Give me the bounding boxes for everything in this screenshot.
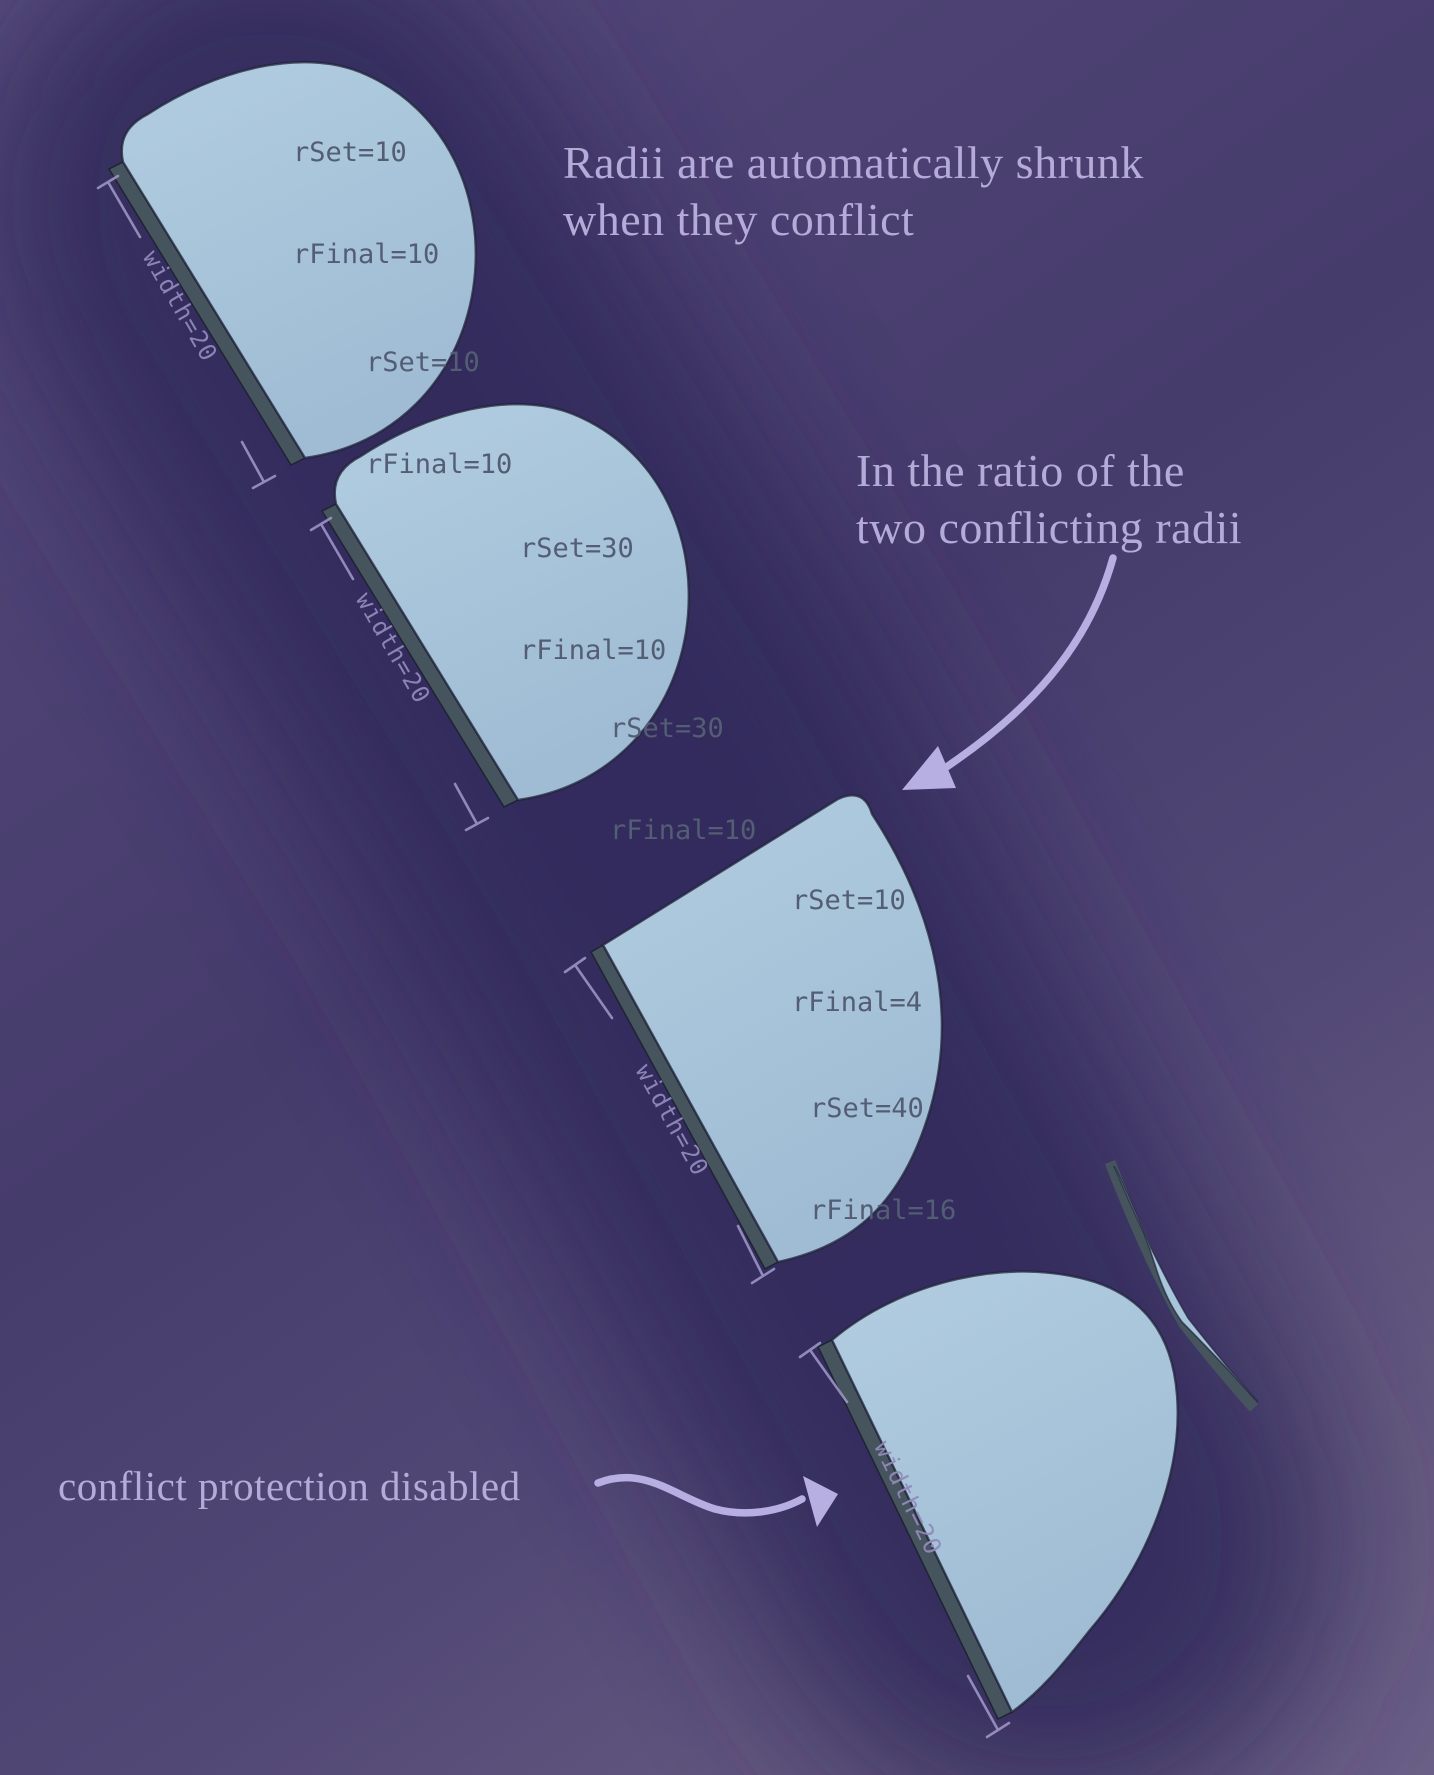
shape-4 [817,1160,1259,1721]
shape-1-face [120,61,477,460]
heading-shrink-line2: when they conflict [563,194,915,245]
shape-1-bottom-radius-label: rSet=10 rFinal=10 [366,347,513,480]
arrow-ratio-to-shape3-icon [902,554,1117,790]
caption-conflict-disabled: conflict protection disabled [58,1463,521,1509]
shape-1-top-radius-label: rSet=10 rFinal=10 [293,137,440,270]
shape-1 [107,61,477,466]
heading-ratio-line1: In the ratio of the [856,445,1185,496]
shape-4-tail-face [1113,1165,1259,1403]
heading-ratio-line2: two conflicting radii [856,502,1243,553]
shape-2-bottom-radius-label: rSet=30 rFinal=10 [610,713,757,846]
shape-4-face [830,1270,1179,1714]
arrow-disabled-to-shape4-icon [594,1474,838,1527]
shape-3 [589,794,944,1271]
shape-3-face [601,794,944,1264]
heading-shrink-line1: Radii are automatically shrunk [563,137,1144,188]
heading-shrink: Radii are automatically shrunk when they… [563,134,1144,248]
shape-2-face [333,403,690,802]
heading-ratio: In the ratio of the two conflicting radi… [856,442,1242,556]
shape-2-top-radius-label: rSet=30 rFinal=10 [520,533,667,666]
shape-2 [320,403,690,808]
shape-3-top-radius-label: rSet=10 rFinal=4 [792,885,923,1018]
shape-3-bottom-radius-label: rSet=40 rFinal=16 [810,1093,957,1226]
dimension-lines [96,174,1011,1739]
